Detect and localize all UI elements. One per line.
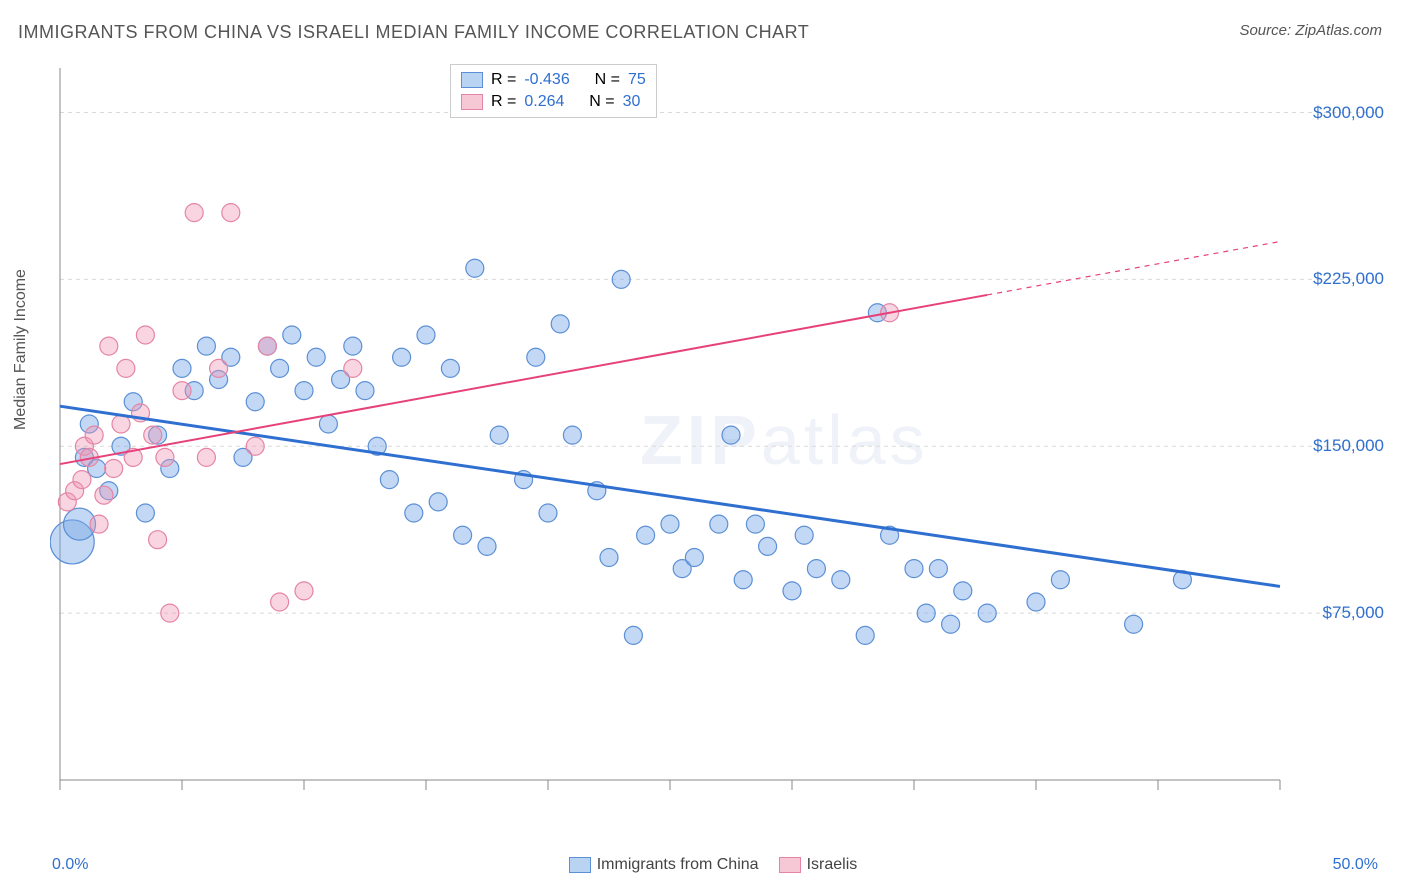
y-tick-label: $300,000 xyxy=(1313,103,1384,123)
legend-row: R = -0.436 N = 75 xyxy=(461,69,646,91)
legend-label: Immigrants from China xyxy=(597,856,759,873)
series-legend: Immigrants from China Israelis xyxy=(0,856,1406,874)
y-tick-label: $150,000 xyxy=(1313,436,1384,456)
y-tick-label: $75,000 xyxy=(1323,603,1384,623)
legend-row: R = 0.264 N = 30 xyxy=(461,91,646,113)
source-attribution: Source: ZipAtlas.com xyxy=(1239,22,1382,39)
y-tick-label: $225,000 xyxy=(1313,269,1384,289)
scatter-plot xyxy=(50,60,1380,820)
chart-container: IMMIGRANTS FROM CHINA VS ISRAELI MEDIAN … xyxy=(0,0,1406,892)
chart-title: IMMIGRANTS FROM CHINA VS ISRAELI MEDIAN … xyxy=(18,22,809,43)
correlation-legend: R = -0.436 N = 75R = 0.264 N = 30 xyxy=(450,64,657,118)
y-axis-label: Median Family Income xyxy=(12,269,30,430)
legend-label: Israelis xyxy=(807,856,858,873)
